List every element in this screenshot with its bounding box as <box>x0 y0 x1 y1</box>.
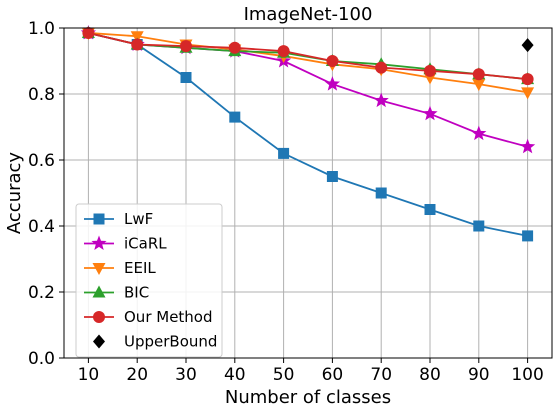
data-point-lwf <box>473 220 485 232</box>
legend-item-eeil: EEIL <box>84 259 156 277</box>
data-point-lwf <box>326 171 338 182</box>
x-tick-labels: 10 20 30 40 50 60 70 80 90 100 <box>78 358 544 385</box>
legend-marker-our-method <box>93 311 105 323</box>
y-tick-label: 0.4 <box>28 217 55 237</box>
data-point-icarl <box>422 105 438 121</box>
series-line-lwf <box>88 32 528 237</box>
data-point-our-method <box>82 26 95 39</box>
y-tick-label: 0.0 <box>28 349 55 369</box>
legend-label-lwf: LwF <box>124 210 153 228</box>
data-point-upperbound <box>521 38 534 53</box>
data-point-our-method <box>180 40 192 53</box>
y-tick-label: 0.8 <box>28 85 55 105</box>
series-line-eeil <box>88 32 528 94</box>
x-tick-label: 100 <box>511 365 543 385</box>
legend-item-lwf: LwF <box>84 210 153 228</box>
data-point-eeil <box>521 87 535 100</box>
x-axis-title: Number of classes <box>225 387 391 408</box>
legend-label-bic: BIC <box>124 284 149 302</box>
series-layer <box>80 24 536 242</box>
data-point-lwf <box>375 187 387 199</box>
legend-marker-upperbound <box>93 334 105 349</box>
x-tick-label: 80 <box>419 365 441 385</box>
series-upperbound <box>521 38 534 53</box>
data-point-our-method <box>277 45 290 58</box>
data-point-lwf <box>278 147 290 159</box>
data-point-lwf <box>229 111 241 123</box>
data-point-our-method <box>131 38 144 51</box>
data-point-lwf <box>180 72 192 83</box>
y-axis-title: Accuracy <box>4 152 25 235</box>
legend-marker-eeil <box>92 263 106 275</box>
data-point-our-method <box>472 68 485 81</box>
y-tick-labels: 0.0 0.2 0.4 0.6 0.8 1.0 <box>28 19 64 369</box>
data-point-icarl <box>519 138 536 154</box>
data-point-lwf <box>424 204 436 215</box>
x-tick-label: 20 <box>126 365 148 385</box>
legend-label-upperbound: UpperBound <box>124 333 217 351</box>
data-point-lwf <box>522 230 534 242</box>
legend-item-bic: BIC <box>84 284 149 302</box>
legend-marker-bic <box>92 285 106 298</box>
plot-frame <box>63 27 553 359</box>
data-point-icarl <box>471 125 487 141</box>
legend-item-upperbound: UpperBound <box>93 333 217 351</box>
x-tick-label: 90 <box>468 365 490 385</box>
data-point-eeil <box>130 31 144 44</box>
data-point-our-method <box>424 64 436 77</box>
x-tick-label: 50 <box>273 365 295 385</box>
legend-marker-icarl <box>91 235 107 250</box>
legend-marker-lwf <box>93 213 105 225</box>
data-point-eeil <box>472 79 486 92</box>
series-line-icarl <box>88 32 528 148</box>
data-point-our-method <box>228 41 241 54</box>
x-tick-label: 60 <box>322 365 344 385</box>
series-our-method <box>82 26 534 86</box>
legend-box <box>75 203 223 358</box>
data-point-icarl <box>373 92 389 108</box>
legend-label-eeil: EEIL <box>124 259 156 277</box>
series-line-our-method <box>88 32 528 81</box>
series-bic <box>81 25 535 85</box>
chart-title: ImageNet-100 <box>244 4 373 25</box>
x-tick-label: 70 <box>370 365 392 385</box>
series-eeil <box>81 27 535 100</box>
legend-label-our-method: Our Method <box>124 308 213 326</box>
legend-item-icarl: iCaRL <box>84 235 167 253</box>
y-tick-label: 1.0 <box>28 19 55 39</box>
data-point-our-method <box>375 61 388 74</box>
data-point-icarl <box>324 76 341 91</box>
legend-item-our-method: Our Method <box>84 308 213 326</box>
legend-label-icarl: iCaRL <box>124 235 167 253</box>
x-tick-label: 40 <box>224 365 246 385</box>
x-tick-label: 10 <box>78 365 100 385</box>
data-point-our-method <box>521 73 534 86</box>
legend: LwF iCaRL EEIL BIC Our Method UpperBound <box>75 203 223 358</box>
y-tick-label: 0.2 <box>28 283 55 303</box>
x-tick-label: 30 <box>175 365 197 385</box>
y-tick-label: 0.6 <box>28 151 55 171</box>
data-point-our-method <box>326 55 339 67</box>
